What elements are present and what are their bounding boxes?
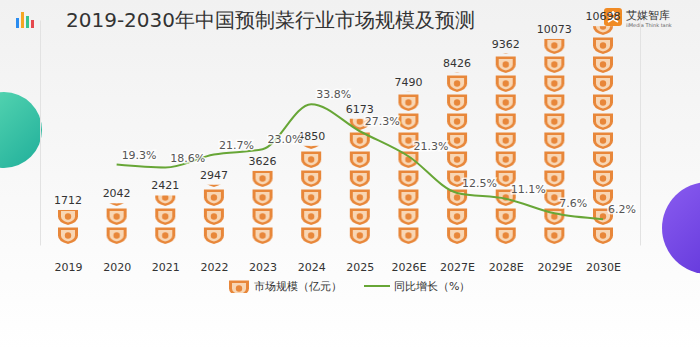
- y-axis-line: [40, 21, 41, 246]
- x-tick-label: 2028E: [489, 261, 524, 274]
- bar-label: 10698: [586, 10, 621, 23]
- y2-axis: [640, 21, 641, 246]
- bar: [445, 73, 469, 245]
- chart-svg: 2019-2030年中国预制菜行业市场规模及预测 艾媒智库iiMedia Thin…: [0, 0, 700, 350]
- bar-label: 3626: [249, 155, 277, 168]
- y2-axis-line: [640, 21, 641, 246]
- line-label: 12.5%: [462, 177, 497, 190]
- title-logo-bar: [16, 18, 19, 28]
- background: [0, 0, 700, 350]
- bar: [396, 92, 420, 245]
- line-label: 6.2%: [608, 203, 636, 216]
- bar-label: 9362: [492, 38, 520, 51]
- bar-label: 7490: [394, 76, 422, 89]
- x-tick: 2029E: [537, 245, 572, 274]
- x-tick-label: 2019: [55, 261, 83, 274]
- line-label: 19.3%: [122, 149, 157, 162]
- x-tick: 2028E: [489, 245, 524, 274]
- x-tick-label: 2025: [346, 261, 374, 274]
- x-tick-label: 2026E: [391, 261, 426, 274]
- line-label: 7.6%: [559, 197, 587, 210]
- deco-circle: [662, 182, 700, 274]
- x-tick: 2019: [55, 245, 83, 274]
- line-label: 33.8%: [316, 88, 351, 101]
- legend-icon: [227, 279, 251, 293]
- bar-label: 2421: [151, 179, 179, 192]
- x-tick-label: 2021: [152, 261, 180, 274]
- data-labels: 1712204224212947362648506173749084269362…: [54, 10, 636, 216]
- x-tick: 2021: [152, 245, 180, 274]
- title-logo-bar: [31, 20, 34, 28]
- bar: [56, 210, 80, 245]
- line-label: 21.3%: [413, 140, 448, 153]
- line-label: 21.7%: [219, 139, 254, 152]
- x-tick-label: 2027E: [440, 261, 475, 274]
- bar: [153, 195, 177, 245]
- bar-label: 8426: [443, 57, 471, 70]
- line-label: 18.6%: [170, 152, 205, 165]
- legend-label: 同比增长（%）: [394, 280, 470, 293]
- bar: [202, 185, 226, 245]
- bar-label: 2042: [103, 187, 131, 200]
- line-label: 27.3%: [365, 115, 400, 128]
- bar: [251, 171, 275, 245]
- x-tick: 2025: [346, 245, 374, 274]
- x-axis: 2019 2020 2021 2022 2023 2024 2025 2026E 2027E 20…: [55, 245, 622, 274]
- legend: 市场规模（亿元） 同比增长（%）: [227, 279, 470, 293]
- x-tick-label: 2023: [249, 261, 277, 274]
- legend-line: [364, 285, 390, 287]
- bar-label: 2947: [200, 169, 228, 182]
- title-logo-bar: [26, 16, 29, 28]
- x-tick-label: 2022: [200, 261, 228, 274]
- brand-subname: iiMedia Think tank: [626, 22, 672, 28]
- bar: [494, 54, 518, 245]
- x-tick-label: 2030E: [586, 261, 621, 274]
- bar: [348, 119, 372, 245]
- legend-label: 市场规模（亿元）: [254, 280, 342, 293]
- bar: [105, 203, 129, 245]
- x-tick: 2026E: [391, 245, 426, 274]
- bar-label: 10073: [537, 23, 572, 36]
- brand-name: 艾媒智库: [626, 9, 670, 22]
- deco-circle: [0, 92, 42, 168]
- x-tick: 2030E: [586, 245, 621, 274]
- bar-label: 6173: [346, 103, 374, 116]
- bar-label: 1712: [54, 194, 82, 207]
- x-tick: 2020: [103, 245, 131, 274]
- x-tick: 2023: [249, 245, 277, 274]
- x-tick: 2024: [298, 245, 326, 274]
- x-tick-label: 2020: [103, 261, 131, 274]
- bar: [299, 146, 323, 245]
- y-axis: [40, 21, 41, 246]
- chart-title: 2019-2030年中国预制菜行业市场规模及预测: [66, 8, 475, 32]
- plot-marks: [56, 26, 615, 245]
- line-label: 23.0%: [268, 133, 303, 146]
- x-tick-label: 2024: [298, 261, 326, 274]
- x-tick: 2027E: [440, 245, 475, 274]
- growth-line: [117, 104, 603, 219]
- x-tick-label: 2029E: [537, 261, 572, 274]
- line-label: 11.1%: [511, 183, 546, 196]
- x-tick: 2022: [200, 245, 228, 274]
- title-logo-bar: [21, 12, 24, 28]
